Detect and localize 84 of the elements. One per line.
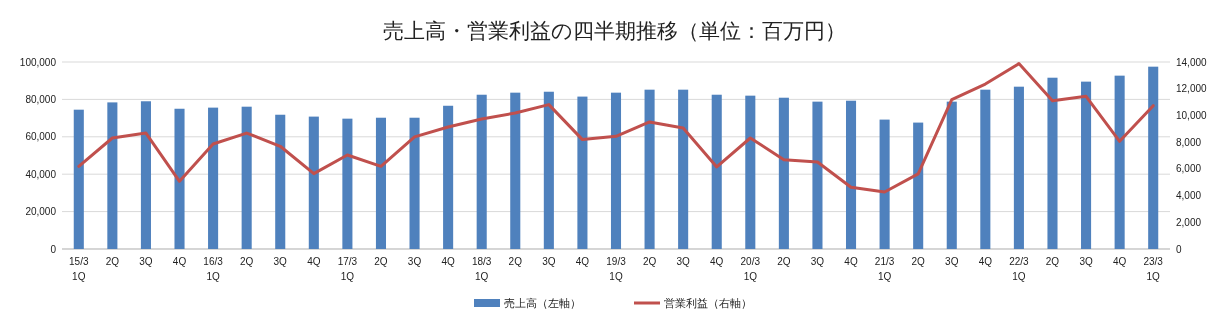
- x-tick-label: 4Q: [710, 256, 724, 267]
- x-tick-label: 2Q: [911, 256, 926, 267]
- y2-tick-label: 4,000: [1176, 190, 1202, 202]
- x-tick-label: 15/3 1Q: [69, 256, 89, 282]
- bar: [1114, 75, 1125, 249]
- x-tick-label: 2Q: [239, 256, 254, 267]
- bar: [409, 117, 420, 249]
- bar: [308, 116, 319, 249]
- x-tick-label: 21/3 1Q: [874, 256, 895, 282]
- y-tick-label: 0: [50, 243, 57, 255]
- bar: [778, 97, 789, 249]
- legend-label: 売上高（左軸）: [504, 296, 581, 309]
- bar: [1013, 86, 1024, 249]
- y2-tick-label: 8,000: [1176, 136, 1202, 148]
- x-tick-label: 4Q: [575, 256, 590, 267]
- x-tick-label: 2Q: [508, 256, 523, 267]
- bar: [241, 106, 252, 249]
- legend-label: 営業利益（右軸）: [664, 296, 752, 309]
- bar: [678, 89, 689, 249]
- x-tick-label: 2Q: [374, 256, 388, 267]
- bar: [476, 94, 487, 249]
- x-tick-label: 4Q: [172, 256, 187, 267]
- y-tick-label: 40,000: [25, 168, 57, 180]
- x-tick-label: 3Q: [676, 256, 691, 267]
- x-tick-label: 4Q: [978, 256, 993, 267]
- x-tick-label: 17/3 1Q: [337, 256, 358, 282]
- bar: [610, 92, 622, 249]
- y2-tick-label: 10,000: [1176, 109, 1208, 121]
- bar: [174, 108, 185, 249]
- bar: [812, 101, 823, 249]
- x-tick-label: 4Q: [307, 256, 321, 267]
- x-tick-label: 2Q: [642, 256, 657, 267]
- x-tick-label: 3Q: [273, 256, 288, 267]
- x-tick-label: 3Q: [810, 256, 825, 267]
- y-tick-label: 20,000: [25, 206, 57, 218]
- x-tick-label: 18/3 1Q: [471, 256, 492, 282]
- x-tick-label: 23/3 1Q: [1143, 256, 1164, 282]
- bar: [711, 94, 722, 249]
- bar: [845, 100, 857, 249]
- bar: [208, 107, 219, 249]
- bar: [1047, 77, 1058, 249]
- y2-tick-label: 6,000: [1176, 163, 1202, 175]
- x-tick-label: 2Q: [1045, 256, 1060, 267]
- bar: [342, 118, 353, 249]
- y2-tick-label: 2,000: [1176, 216, 1202, 228]
- bar: [745, 95, 756, 249]
- x-tick-label: 22/3 1Q: [1009, 256, 1030, 282]
- bar: [1081, 81, 1092, 249]
- x-tick-label: 3Q: [139, 256, 153, 267]
- bar: [443, 105, 454, 249]
- bar: [913, 122, 924, 249]
- bar: [1148, 66, 1159, 249]
- bar: [980, 89, 991, 249]
- y2-tick-label: 14,000: [1176, 56, 1208, 68]
- bar: [577, 96, 588, 249]
- y-tick-label: 60,000: [25, 131, 57, 143]
- y-tick-label: 100,000: [19, 56, 57, 68]
- bar: [140, 101, 151, 249]
- bar: [375, 117, 387, 249]
- x-tick-label: 4Q: [844, 256, 858, 267]
- line-series: [77, 62, 1155, 194]
- bar: [107, 102, 118, 249]
- y-tick-label: 80,000: [25, 93, 57, 105]
- bar: [644, 89, 655, 249]
- chart-title: 売上高・営業利益の四半期推移（単位：百万円）: [382, 19, 846, 42]
- bar: [510, 92, 521, 249]
- x-tick-label: 16/3 1Q: [203, 256, 224, 282]
- x-tick-label: 3Q: [945, 256, 959, 267]
- y2-tick-label: 12,000: [1176, 83, 1208, 95]
- bar: [543, 91, 554, 249]
- x-tick-label: 20/3 1Q: [740, 256, 761, 282]
- bar: [73, 109, 84, 249]
- bar: [946, 101, 957, 249]
- x-tick-label: 4Q: [1112, 256, 1127, 267]
- x-tick-label: 4Q: [441, 256, 456, 267]
- x-tick-label: 3Q: [1079, 256, 1093, 267]
- x-tick-label: 19/3 1Q: [606, 256, 627, 282]
- bar: [879, 119, 890, 249]
- bar: [275, 114, 286, 249]
- x-tick-label: 2Q: [105, 256, 120, 267]
- y2-tick-label: 0: [1176, 243, 1182, 255]
- x-tick-label: 3Q: [542, 256, 556, 267]
- x-tick-label: 3Q: [407, 256, 422, 267]
- x-tick-label: 2Q: [777, 256, 791, 267]
